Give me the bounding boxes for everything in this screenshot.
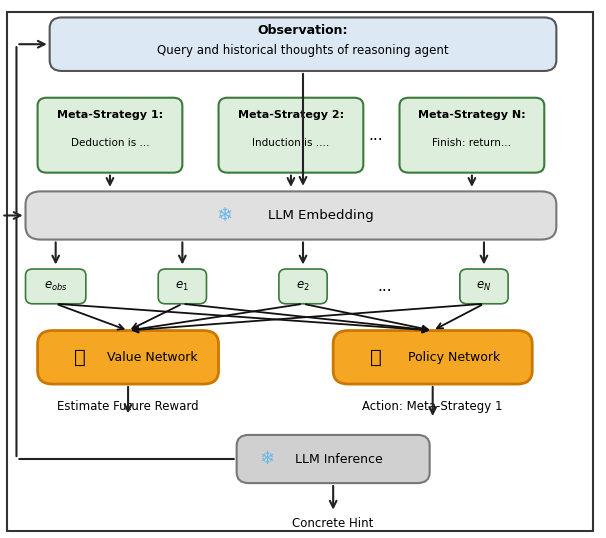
Text: $e_N$: $e_N$ [476,280,491,293]
FancyBboxPatch shape [50,17,556,71]
Text: ❄: ❄ [259,450,275,468]
Text: LLM Inference: LLM Inference [295,452,383,465]
Text: $e_2$: $e_2$ [296,280,310,293]
Text: 🔥: 🔥 [370,348,381,367]
Text: Meta-Strategy N:: Meta-Strategy N: [418,110,526,120]
Text: Induction is ....: Induction is .... [252,138,330,148]
FancyBboxPatch shape [333,330,532,384]
FancyBboxPatch shape [38,330,219,384]
Text: LLM Embedding: LLM Embedding [268,209,374,222]
FancyBboxPatch shape [460,269,508,304]
Text: Concrete Hint: Concrete Hint [293,516,374,530]
FancyBboxPatch shape [158,269,207,304]
Text: Action: Meta-Strategy 1: Action: Meta-Strategy 1 [362,400,503,413]
FancyBboxPatch shape [219,98,364,173]
Text: ...: ... [377,279,391,294]
Text: Value Network: Value Network [107,351,198,364]
Text: ❄: ❄ [216,206,233,225]
FancyBboxPatch shape [237,435,430,483]
Text: Query and historical thoughts of reasoning agent: Query and historical thoughts of reasoni… [157,44,449,57]
Text: Deduction is ...: Deduction is ... [71,138,149,148]
Text: $e_1$: $e_1$ [176,280,189,293]
Text: 🔥: 🔥 [74,348,85,367]
FancyBboxPatch shape [279,269,327,304]
FancyBboxPatch shape [399,98,544,173]
Text: Estimate Future Reward: Estimate Future Reward [57,400,199,413]
FancyBboxPatch shape [25,192,556,239]
FancyBboxPatch shape [25,269,86,304]
Text: $e_{obs}$: $e_{obs}$ [44,280,67,293]
Text: Meta-Strategy 2:: Meta-Strategy 2: [238,110,344,120]
Text: Meta-Strategy 1:: Meta-Strategy 1: [57,110,163,120]
Text: Observation:: Observation: [258,24,348,37]
FancyBboxPatch shape [38,98,182,173]
Text: ...: ... [368,128,383,143]
Text: Finish: return...: Finish: return... [433,138,511,148]
Text: Policy Network: Policy Network [408,351,500,364]
